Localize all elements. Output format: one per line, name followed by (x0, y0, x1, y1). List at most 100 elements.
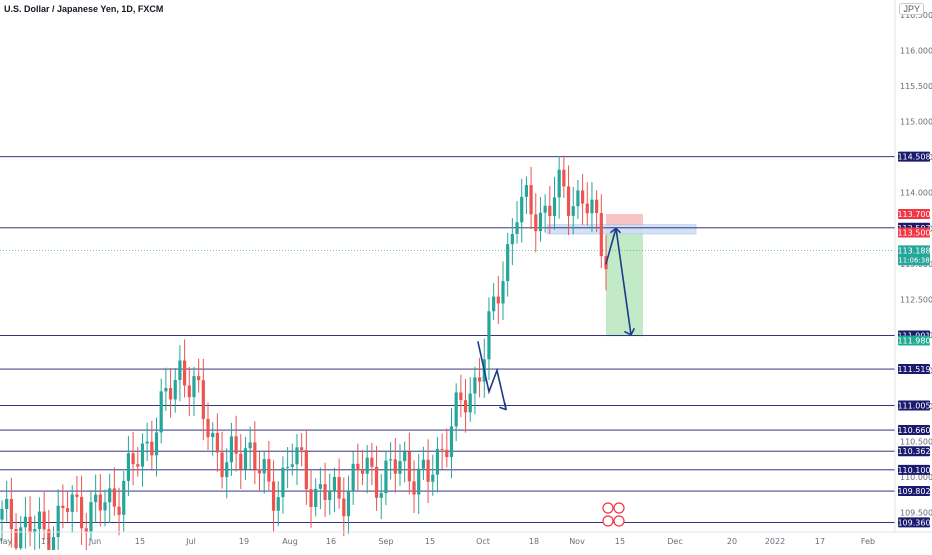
candle-body (393, 459, 397, 474)
candle-body (506, 244, 510, 282)
target-price-label-bg (898, 335, 930, 346)
candle-body (337, 476, 341, 499)
candle-body (384, 460, 388, 494)
candle-body (351, 463, 355, 491)
candle-body (496, 296, 500, 304)
candle-body (459, 392, 463, 401)
candle-body (314, 488, 318, 507)
candle-body (477, 377, 482, 382)
time-tick-label: 16 (326, 537, 336, 546)
candle-body (295, 447, 299, 465)
candle-body (37, 511, 42, 529)
candle-body (492, 296, 496, 312)
candle-body (417, 468, 421, 495)
candle-body (103, 502, 107, 511)
candle-body (154, 432, 159, 456)
target-price-label-text: 111.980 (897, 337, 930, 346)
candle-body (552, 197, 557, 217)
time-tick-label: 15 (425, 537, 435, 546)
candle-body (281, 467, 285, 498)
candle-body (122, 480, 126, 515)
time-tick-label: 17 (41, 537, 51, 546)
candle-body (435, 448, 440, 475)
candle-body (220, 452, 224, 478)
candle-body (108, 488, 112, 503)
candle-body (426, 459, 430, 482)
candle-body (61, 505, 65, 509)
level-price-label-text: 110.100 (897, 466, 930, 475)
level-price-label-text: 111.005 (897, 402, 930, 411)
candles-layer (0, 155, 608, 555)
time-tick-label: 2022 (765, 537, 785, 546)
candle-body (117, 506, 121, 515)
candle-body (309, 489, 313, 507)
price-unit[interactable]: JPY (899, 3, 924, 15)
candle-body (286, 466, 290, 468)
candle-body (136, 464, 140, 467)
candle-body (580, 190, 585, 204)
candle-body (365, 457, 369, 474)
entry-price-label-bg (898, 227, 930, 238)
level-price-label-bg (898, 464, 930, 475)
candle-body (65, 508, 70, 512)
level-price-label: 114.508 (897, 151, 931, 162)
price-tick-label: 109.500 (900, 508, 932, 517)
level-price-label-bg (898, 364, 930, 375)
candle-body (23, 516, 28, 528)
entry-zone-box (546, 224, 697, 235)
candle-body (271, 481, 276, 511)
price-axis: 109.500110.000110.500111.000111.500112.0… (894, 0, 932, 532)
last-price-bg (898, 245, 930, 266)
candle-body (243, 448, 248, 470)
candle-body (529, 185, 533, 215)
candle-body (0, 508, 4, 520)
candle-body (431, 474, 435, 482)
time-tick-label: Dec (667, 537, 682, 546)
arrow-head-left (499, 402, 507, 411)
candle-body (192, 376, 196, 398)
time-tick-label: May (0, 537, 13, 546)
candle-body (126, 453, 131, 481)
candle-body (590, 199, 594, 214)
position-tool (546, 214, 697, 337)
event-marker (602, 515, 614, 527)
candle-body (211, 432, 215, 438)
time-tick-label: Oct (476, 537, 490, 546)
level-price-label-text: 109.360 (897, 518, 930, 527)
candle-body (150, 441, 154, 456)
candle-body (318, 484, 322, 489)
level-price-label-bg (898, 425, 930, 436)
candle-body (454, 392, 458, 427)
level-price-label-text: 109.802 (897, 487, 930, 496)
candle-body (84, 528, 88, 532)
candle-body (403, 451, 407, 462)
candle-body (566, 186, 571, 216)
candle-body (407, 451, 411, 482)
time-tick-label: 15 (135, 537, 145, 546)
target-price-label: 111.980 (897, 335, 931, 346)
level-price-label: 109.802 (897, 486, 931, 497)
event-marker (613, 502, 625, 514)
level-price-label-bg (898, 400, 930, 411)
candle-body (398, 461, 402, 474)
arrow-annotations (477, 227, 635, 527)
candle-body (524, 185, 529, 197)
candle-body (379, 493, 383, 498)
candle-body (178, 360, 182, 381)
candle-body (501, 281, 505, 304)
time-tick-label: Jul (185, 537, 196, 546)
time-tick-label: 20 (727, 537, 737, 546)
stop-price-label: 113.700 (897, 209, 931, 220)
candle-body (487, 311, 491, 360)
price-tick-label: 116.500 (900, 11, 932, 20)
candle-body (449, 426, 454, 458)
level-price-label-bg (898, 151, 930, 162)
candle-body (248, 442, 252, 449)
event-marker (602, 502, 614, 514)
candle-body (42, 511, 46, 530)
candle-body (19, 527, 23, 549)
candle-body (145, 441, 149, 444)
symbol-title: U.S. Dollar / Japanese Yen, 1D, FXCM (4, 4, 164, 14)
